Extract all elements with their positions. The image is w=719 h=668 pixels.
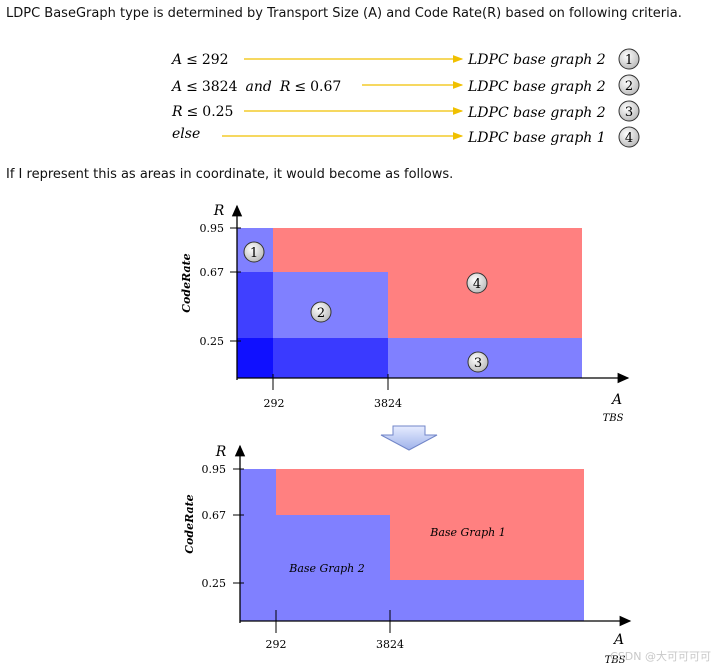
top-y-axis-letter: R	[213, 203, 225, 219]
bottom-region-base-graph-1	[276, 469, 584, 580]
top-region-1-2-3-overlap	[237, 338, 273, 378]
top-x-tick-292: 292	[264, 397, 285, 410]
diagram-top: 0.95 0.67 0.25 292 3824 R CodeRate A TBS…	[180, 203, 630, 424]
criteria-row-4-badge	[618, 126, 640, 148]
top-region-2-3-overlap	[273, 338, 388, 378]
criteria-row-1-number: 1	[625, 53, 633, 68]
criteria-row-3: R ≤0.25 LDPC base graph 2 3	[171, 100, 640, 122]
criteria-row-2-badge	[618, 74, 640, 96]
criteria-row-3-target: LDPC base graph 2	[467, 105, 606, 121]
top-y-tick-067: 0.67	[200, 266, 225, 279]
criteria-row-2-condition: A ≤3824 and R ≤0.67	[170, 79, 341, 95]
bottom-label-base-graph-2: Base Graph 2	[288, 562, 365, 575]
top-x-axis-title: TBS	[603, 413, 624, 424]
top-y-tick-095: 0.95	[200, 222, 225, 235]
top-region-2	[273, 272, 388, 338]
criteria-row-3-number: 3	[625, 105, 633, 120]
bottom-label-base-graph-1: Base Graph 1	[429, 526, 506, 539]
intro-text: LDPC BaseGraph type is determined by Tra…	[6, 6, 682, 21]
criteria-row-4-condition: else	[172, 126, 200, 142]
criteria-row-4: else LDPC base graph 1 4	[172, 126, 640, 148]
criteria-row-2: A ≤3824 and R ≤0.67 LDPC base graph 2 2	[170, 74, 640, 96]
top-y-axis-title: CodeRate	[180, 253, 193, 312]
transition-down-arrow-icon	[380, 425, 438, 451]
diagram-bottom: 0.95 0.67 0.25 292 3824 R CodeRate A TBS…	[183, 444, 632, 666]
criteria-row-4-number: 4	[625, 131, 633, 146]
top-badge-4	[466, 272, 488, 294]
criteria-list: A ≤292 LDPC base graph 2 1 A ≤3824 and R ≤0.6…	[170, 48, 640, 148]
description-text: If I represent this as areas in coordina…	[6, 167, 454, 182]
top-region-1-2-overlap	[237, 272, 273, 338]
bottom-y-tick-025: 0.25	[202, 577, 227, 590]
top-x-axis-letter: A	[610, 392, 622, 408]
criteria-row-2-number: 2	[625, 79, 633, 94]
top-badge-3-label: 3	[474, 356, 482, 371]
bottom-y-tick-095: 0.95	[202, 463, 227, 476]
criteria-row-2-target: LDPC base graph 2	[467, 79, 606, 95]
criteria-row-1: A ≤292 LDPC base graph 2 1	[170, 48, 640, 70]
top-badge-1-label: 1	[250, 246, 258, 261]
bottom-y-tick-067: 0.67	[202, 509, 227, 522]
bottom-region-base-graph-2	[240, 469, 584, 621]
bottom-x-axis-letter: A	[612, 632, 624, 648]
watermark: CSDN @大可可可可	[610, 650, 711, 663]
top-badge-2-label: 2	[317, 306, 325, 321]
bottom-y-axis-letter: R	[215, 444, 227, 460]
bottom-x-axis-title: TBS	[605, 655, 626, 666]
criteria-row-1-badge	[618, 48, 640, 70]
criteria-row-3-condition: R ≤0.25	[171, 104, 233, 120]
top-badge-4-label: 4	[473, 277, 481, 292]
top-badge-1	[243, 241, 265, 263]
top-badge-2	[310, 301, 332, 323]
criteria-row-3-badge	[618, 100, 640, 122]
diagram-area: 0.95 0.67 0.25 292 3824 R CodeRate A TBS…	[180, 203, 632, 666]
bottom-x-tick-3824: 3824	[376, 638, 404, 651]
bottom-y-axis-title: CodeRate	[183, 494, 196, 553]
criteria-row-1-condition: A ≤292	[170, 52, 229, 68]
top-y-tick-025: 0.25	[200, 335, 225, 348]
bottom-x-tick-292: 292	[266, 638, 287, 651]
top-x-tick-3824: 3824	[374, 397, 402, 410]
top-badge-3	[467, 351, 489, 373]
criteria-row-1-target: LDPC base graph 2	[467, 52, 606, 68]
criteria-row-4-target: LDPC base graph 1	[467, 130, 606, 146]
